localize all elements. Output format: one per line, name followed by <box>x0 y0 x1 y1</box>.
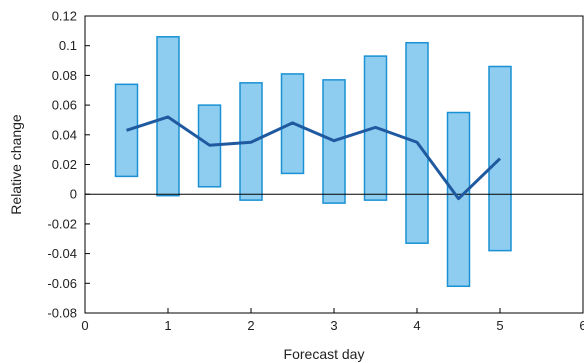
range-bars <box>114 36 512 288</box>
series-line <box>126 115 502 201</box>
x-tick-label: 2 <box>247 318 254 333</box>
y-tick-label: 0.12 <box>52 9 77 24</box>
x-tick-label: 1 <box>164 318 171 333</box>
y-tick-label: -0.02 <box>47 216 77 231</box>
x-tick-label: 0 <box>81 318 88 333</box>
y-tick-label: 0.06 <box>52 98 77 113</box>
y-tick-label: -0.08 <box>47 306 77 321</box>
axis-ticks: -0.08 -0.06 -0.04 -0.02 0 0.02 0.04 0.06 0.08 0.1… <box>47 9 584 334</box>
x-axis-title: Forecast day <box>284 346 365 362</box>
y-tick-label: 0.08 <box>52 68 77 83</box>
y-tick-label: 0.1 <box>59 38 77 53</box>
x-tick-label: 6 <box>579 318 584 333</box>
x-tick-label: 4 <box>413 318 420 333</box>
y-tick-label: 0 <box>70 187 77 202</box>
y-tick-label: -0.04 <box>47 246 77 261</box>
y-tick-label: -0.06 <box>47 276 77 291</box>
y-tick-label: 0.02 <box>52 157 77 172</box>
x-tick-label: 3 <box>330 318 337 333</box>
y-axis-title: Relative change <box>8 114 24 215</box>
y-tick-label: 0.04 <box>52 127 77 142</box>
x-tick-label: 5 <box>496 318 503 333</box>
